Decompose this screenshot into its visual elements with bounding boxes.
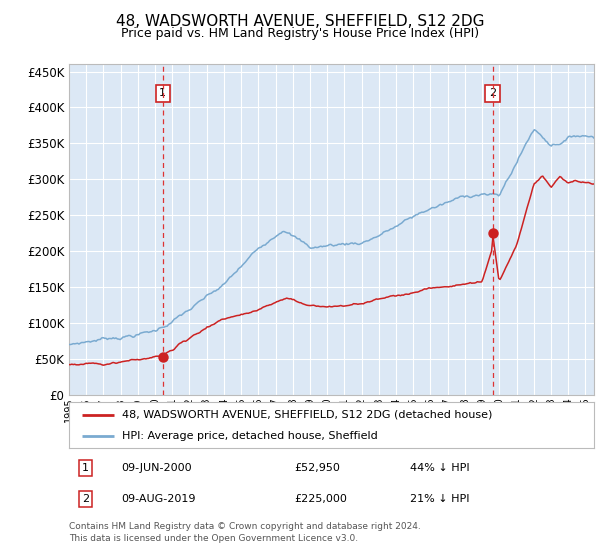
Text: 09-AUG-2019: 09-AUG-2019 bbox=[121, 494, 196, 503]
Text: £225,000: £225,000 bbox=[295, 494, 347, 503]
Text: 2: 2 bbox=[82, 494, 89, 503]
Text: £52,950: £52,950 bbox=[295, 463, 341, 473]
Text: 1: 1 bbox=[82, 463, 89, 473]
Text: Contains HM Land Registry data © Crown copyright and database right 2024.
This d: Contains HM Land Registry data © Crown c… bbox=[69, 522, 421, 543]
Text: 48, WADSWORTH AVENUE, SHEFFIELD, S12 2DG: 48, WADSWORTH AVENUE, SHEFFIELD, S12 2DG bbox=[116, 14, 484, 29]
Text: 44% ↓ HPI: 44% ↓ HPI bbox=[410, 463, 470, 473]
Text: 09-JUN-2000: 09-JUN-2000 bbox=[121, 463, 192, 473]
Text: 48, WADSWORTH AVENUE, SHEFFIELD, S12 2DG (detached house): 48, WADSWORTH AVENUE, SHEFFIELD, S12 2DG… bbox=[121, 410, 492, 420]
Text: 21% ↓ HPI: 21% ↓ HPI bbox=[410, 494, 470, 503]
Text: HPI: Average price, detached house, Sheffield: HPI: Average price, detached house, Shef… bbox=[121, 431, 377, 441]
Text: Price paid vs. HM Land Registry's House Price Index (HPI): Price paid vs. HM Land Registry's House … bbox=[121, 27, 479, 40]
Text: 1: 1 bbox=[159, 88, 166, 98]
Text: 2: 2 bbox=[489, 88, 496, 98]
